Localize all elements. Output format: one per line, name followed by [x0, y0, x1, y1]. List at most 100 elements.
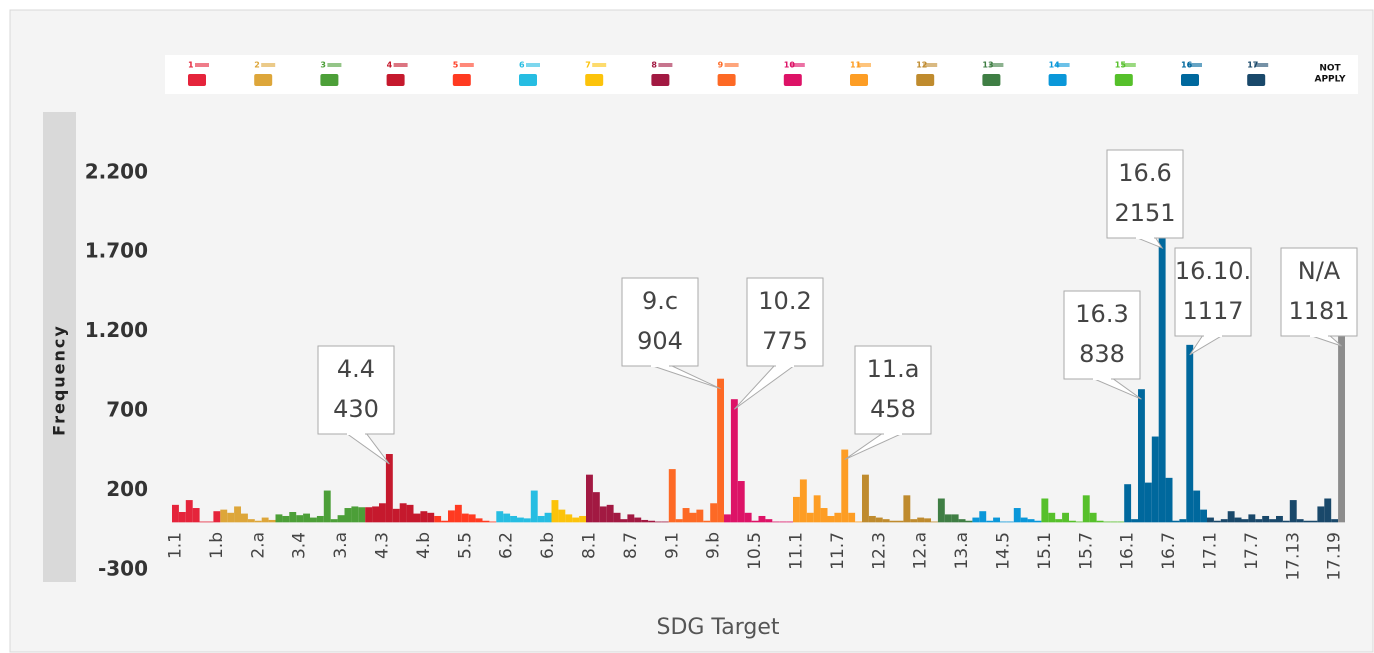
bar: [1303, 520, 1311, 523]
bar: [834, 512, 842, 523]
bar: [227, 512, 235, 523]
bar: [289, 512, 297, 523]
sdg-number: 9: [718, 61, 724, 70]
bar: [282, 515, 290, 523]
bar: [503, 513, 511, 523]
bar: [820, 508, 828, 523]
x-tick-label: 16.7: [1159, 532, 1179, 570]
bar: [254, 520, 262, 523]
x-tick-label: 5.5: [455, 532, 475, 559]
bar: [1041, 498, 1049, 523]
callout-cover: [1310, 334, 1328, 337]
bar: [468, 514, 476, 523]
y-tick-label: -300: [98, 557, 148, 581]
bar: [641, 519, 649, 523]
bar: [620, 519, 628, 523]
bar: [1296, 519, 1304, 523]
bar: [1289, 500, 1297, 523]
bar: [868, 515, 876, 523]
bar: [1055, 519, 1063, 523]
x-tick-label: 17.13: [1283, 532, 1303, 581]
bar: [1213, 520, 1221, 523]
bar: [710, 503, 718, 523]
bar: [1110, 521, 1118, 523]
bar: [385, 454, 393, 523]
bar: [606, 504, 614, 523]
x-tick-label: 6.b: [538, 532, 558, 559]
sdg-title-bar: [724, 63, 739, 67]
sdg-number: 2: [254, 61, 260, 70]
bar: [841, 449, 849, 523]
x-tick-label: 17.1: [1200, 532, 1220, 570]
callout-value: 775: [762, 327, 808, 355]
bar: [779, 521, 787, 523]
sdg-icon: [452, 74, 471, 86]
bar: [910, 519, 918, 523]
bar: [530, 490, 538, 523]
bar: [1193, 490, 1201, 523]
bar: [896, 520, 904, 523]
bar: [903, 495, 911, 523]
x-tick-label: 14.5: [993, 532, 1013, 570]
not-apply: NOT: [1319, 64, 1341, 74]
bar: [813, 495, 821, 523]
callout-value: 1117: [1182, 297, 1243, 325]
bar: [1027, 519, 1035, 523]
sdg-icon: [585, 74, 604, 86]
bar: [1151, 436, 1159, 523]
bar: [434, 515, 442, 523]
bar: [379, 503, 386, 523]
bar: [448, 510, 455, 523]
callout-value: 838: [1079, 340, 1125, 368]
callout-label: 16.10.: [1175, 257, 1251, 285]
bar: [178, 512, 186, 523]
bar: [703, 520, 711, 523]
bar: [806, 512, 814, 523]
bar: [399, 503, 407, 523]
bar: [696, 509, 704, 523]
sdg-icon: [254, 74, 273, 86]
bar: [917, 517, 925, 523]
x-tick-label: 17.19: [1325, 532, 1345, 581]
bar: [510, 515, 517, 523]
x-tick-label: 15.7: [1076, 532, 1096, 570]
sdg-number: 8: [651, 61, 657, 70]
callout-cover: [347, 432, 365, 435]
bar: [316, 515, 324, 523]
bar: [441, 520, 448, 523]
bar: [517, 517, 524, 523]
bar: [1048, 512, 1056, 523]
callout-label: 16.3: [1075, 300, 1128, 328]
bar: [337, 515, 345, 523]
bar: [372, 506, 379, 523]
sdg-icon: [188, 74, 206, 86]
bar: [993, 517, 1000, 523]
callout-value: 430: [333, 395, 379, 423]
bar: [454, 504, 462, 523]
bar: [579, 515, 586, 523]
sdg-icon: [982, 74, 1001, 86]
callout-value: 458: [870, 395, 916, 423]
y-axis-title: Frequency: [50, 324, 69, 436]
bar: [206, 521, 214, 523]
bar: [310, 517, 317, 523]
callout-box: [1063, 290, 1141, 380]
sdg-title-bar: [195, 63, 209, 67]
bar: [972, 517, 980, 523]
bar: [862, 474, 869, 523]
bar: [786, 521, 793, 523]
x-tick-label: 17.7: [1242, 532, 1262, 570]
callout-box: [1106, 149, 1184, 239]
bar: [1317, 506, 1325, 523]
callout-label: 9.c: [642, 287, 678, 315]
bar: [1255, 519, 1263, 523]
bar: [420, 511, 428, 523]
sdg-icon: [386, 74, 405, 86]
bar: [213, 511, 221, 523]
bar: [234, 506, 241, 523]
sdg-number: 12: [916, 61, 927, 70]
bar: [668, 469, 676, 523]
bar: [185, 500, 193, 523]
callout-value: 904: [637, 327, 683, 355]
sdg-title-bar: [393, 63, 408, 67]
